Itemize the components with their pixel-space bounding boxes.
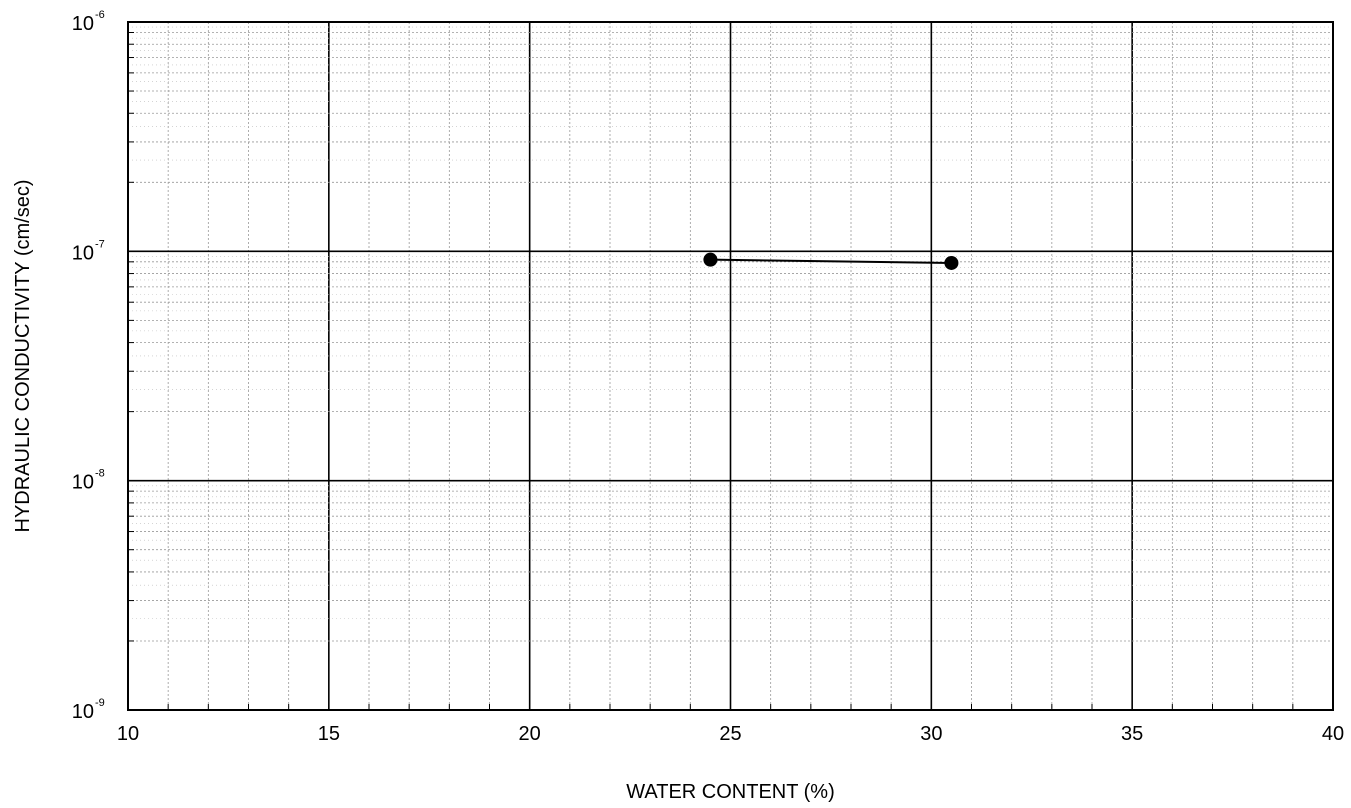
y-tick-labels: 10-610-710-810-9 [72,9,105,723]
x-tick-label: 35 [1121,723,1143,745]
y-axis-title: HYDRAULIC CONDUCTIVITY (cm/sec) [12,180,34,533]
x-tick-labels: 10 15 20 25 30 35 40 [117,723,1344,745]
y-tick-label: 10 [72,242,94,264]
data-point [703,252,718,267]
x-tick-label: 25 [719,723,741,745]
grid [127,21,1334,711]
y-tick-exponent: -8 [95,468,105,480]
x-axis-title: WATER CONTENT (%) [626,781,835,803]
y-tick-label: 10 [72,701,94,723]
y-tick-exponent: -9 [95,697,105,709]
x-tick-label: 40 [1322,723,1344,745]
y-tick-label: 10 [72,13,94,35]
x-tick-label: 15 [318,723,340,745]
x-tick-label: 30 [920,723,942,745]
plot-area-frame [127,21,1334,711]
data-point [944,255,959,270]
x-tick-label: 10 [117,723,139,745]
series-line [710,258,952,264]
y-tick-exponent: -7 [95,238,105,250]
x-tick-label: 20 [519,723,541,745]
series-layer [703,252,959,270]
y-tick-exponent: -6 [95,9,105,21]
y-tick-label: 10 [72,472,94,494]
